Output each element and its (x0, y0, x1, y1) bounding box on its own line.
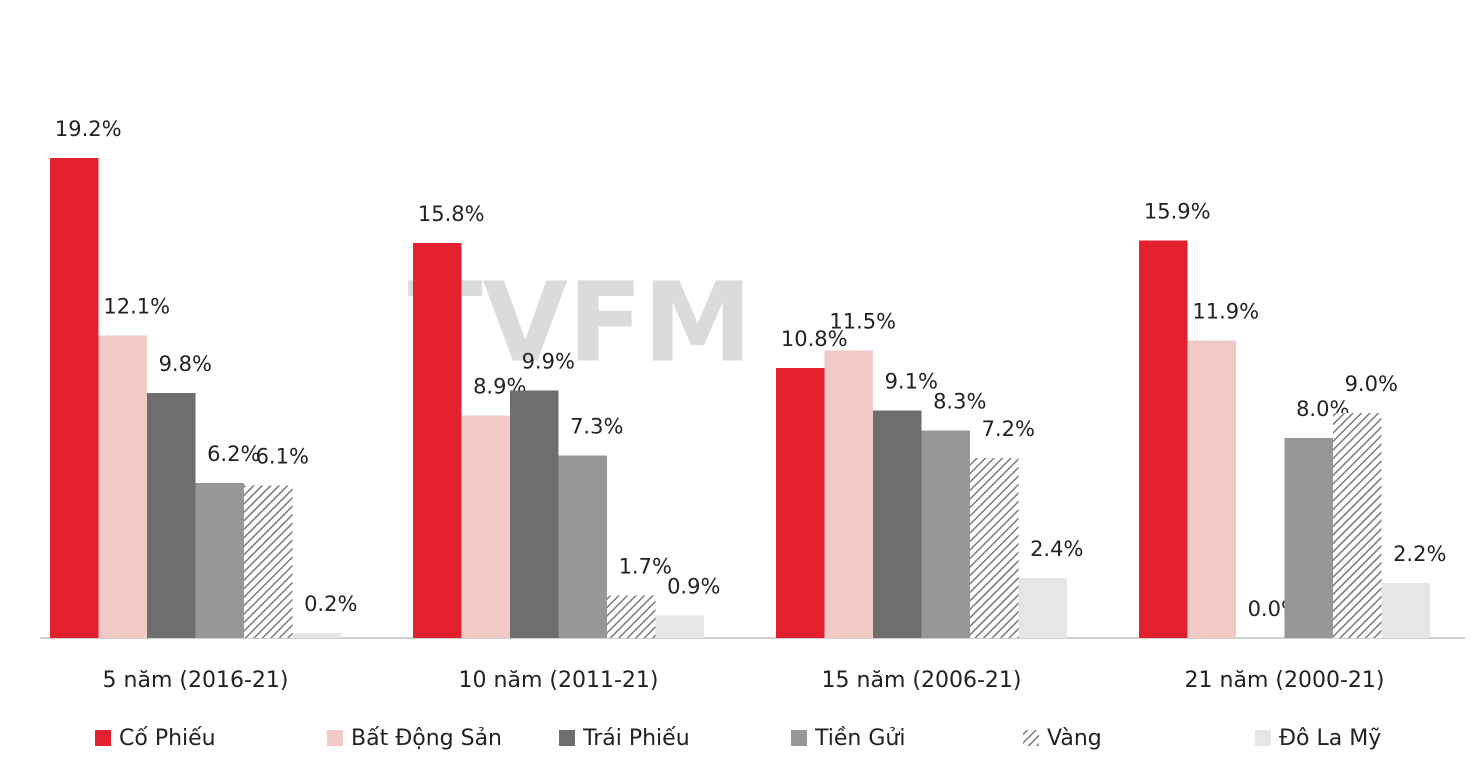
value-label: 6.1% (256, 445, 309, 469)
value-label: 19.2% (55, 117, 122, 141)
x-tick-label: 15 năm (2006-21) (822, 668, 1022, 693)
legend-label: Vàng (1047, 726, 1102, 751)
x-tick-label: 21 năm (2000-21) (1185, 668, 1385, 693)
watermark: TVFM (408, 258, 753, 386)
value-label: 7.3% (570, 415, 623, 439)
legend-label: Bất Động Sản (351, 726, 502, 751)
bar (461, 415, 510, 638)
value-label: 9.0% (1345, 372, 1398, 396)
bar (292, 633, 341, 638)
value-label: 9.8% (159, 352, 212, 376)
value-label: 9.1% (885, 370, 938, 394)
value-label: 9.9% (522, 350, 575, 374)
bar (607, 595, 656, 638)
legend-label: Tiền Gửi (814, 726, 905, 751)
bar (824, 350, 873, 638)
bar (558, 455, 607, 638)
bar (1187, 340, 1236, 638)
value-label: 6.2% (207, 442, 260, 466)
x-tick-label: 5 năm (2016-21) (103, 668, 289, 693)
value-label: 1.7% (619, 555, 672, 579)
x-tick-label: 10 năm (2011-21) (459, 668, 659, 693)
legend-swatch (1255, 730, 1271, 746)
legend-label: Cố Phiếu (119, 726, 216, 751)
bar (873, 410, 922, 638)
bar (244, 485, 293, 638)
bar (1284, 438, 1333, 638)
legend-swatch (1023, 730, 1039, 746)
legend-swatch (791, 730, 807, 746)
value-label: 0.2% (304, 592, 357, 616)
bar (1333, 413, 1382, 638)
bar (195, 483, 244, 638)
legend-label: Trái Phiếu (582, 726, 690, 751)
bar (1139, 240, 1188, 638)
value-label: 2.2% (1393, 542, 1446, 566)
value-label: 11.5% (829, 310, 896, 334)
bar (147, 393, 196, 638)
value-label: 2.4% (1030, 537, 1083, 561)
value-label: 8.3% (933, 390, 986, 414)
bar (413, 243, 462, 638)
legend-swatch (95, 730, 111, 746)
bar (655, 615, 704, 638)
legend-swatch (559, 730, 575, 746)
bar (510, 390, 559, 638)
legend-label: Đô La Mỹ (1279, 726, 1381, 751)
value-label: 11.9% (1192, 300, 1259, 324)
value-label: 15.8% (418, 202, 485, 226)
bar (970, 458, 1019, 638)
bar (1018, 578, 1067, 638)
value-label: 7.2% (982, 417, 1035, 441)
bar (98, 335, 147, 638)
bar (921, 430, 970, 638)
bar (776, 368, 825, 638)
bar (50, 158, 99, 638)
value-label: 15.9% (1144, 200, 1211, 224)
value-label: 0.9% (667, 575, 720, 599)
value-label: 12.1% (103, 295, 170, 319)
value-label: 10.8% (781, 327, 848, 351)
legend-swatch (327, 730, 343, 746)
bar (1381, 583, 1430, 638)
